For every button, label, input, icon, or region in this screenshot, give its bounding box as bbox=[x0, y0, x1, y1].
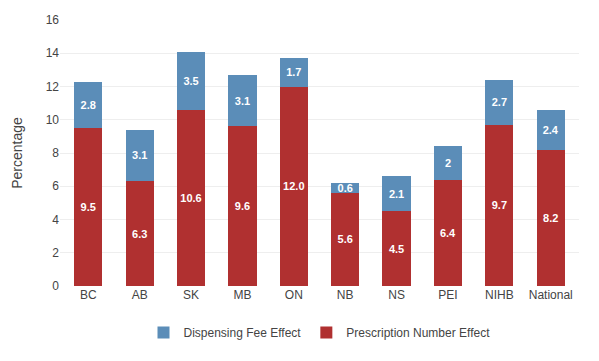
svg-text:9.7: 9.7 bbox=[492, 199, 507, 211]
svg-text:NS: NS bbox=[388, 288, 405, 302]
svg-text:1.7: 1.7 bbox=[286, 66, 301, 78]
svg-text:8: 8 bbox=[52, 146, 59, 160]
svg-text:6: 6 bbox=[52, 179, 59, 193]
svg-text:AB: AB bbox=[132, 288, 148, 302]
svg-text:16: 16 bbox=[46, 13, 60, 27]
svg-text:6.3: 6.3 bbox=[132, 228, 147, 240]
svg-text:National: National bbox=[529, 288, 573, 302]
svg-text:12.0: 12.0 bbox=[283, 180, 304, 192]
svg-text:5.6: 5.6 bbox=[338, 233, 353, 245]
svg-text:2: 2 bbox=[445, 157, 451, 169]
svg-text:PEI: PEI bbox=[438, 288, 457, 302]
svg-text:2.8: 2.8 bbox=[81, 99, 96, 111]
svg-text:MB: MB bbox=[233, 288, 251, 302]
svg-text:NB: NB bbox=[337, 288, 354, 302]
svg-text:4: 4 bbox=[52, 213, 59, 227]
svg-text:SK: SK bbox=[183, 288, 199, 302]
svg-text:12: 12 bbox=[46, 80, 60, 94]
svg-text:8.2: 8.2 bbox=[543, 212, 558, 224]
svg-text:2: 2 bbox=[52, 246, 59, 260]
svg-text:6.4: 6.4 bbox=[440, 227, 456, 239]
svg-text:2.4: 2.4 bbox=[543, 124, 559, 136]
svg-text:BC: BC bbox=[80, 288, 97, 302]
svg-text:ON: ON bbox=[285, 288, 303, 302]
svg-text:3.1: 3.1 bbox=[132, 149, 147, 161]
svg-text:14: 14 bbox=[46, 46, 60, 60]
svg-text:NIHB: NIHB bbox=[485, 288, 514, 302]
svg-text:9.5: 9.5 bbox=[81, 201, 96, 213]
svg-text:Prescription Number Effect: Prescription Number Effect bbox=[346, 326, 490, 340]
svg-text:3.5: 3.5 bbox=[183, 75, 198, 87]
svg-text:0: 0 bbox=[52, 279, 59, 293]
svg-text:2.7: 2.7 bbox=[492, 96, 507, 108]
svg-text:10: 10 bbox=[46, 113, 60, 127]
svg-text:2.1: 2.1 bbox=[389, 188, 404, 200]
svg-text:3.1: 3.1 bbox=[235, 95, 250, 107]
svg-text:4.5: 4.5 bbox=[389, 243, 404, 255]
svg-text:10.6: 10.6 bbox=[180, 192, 201, 204]
svg-text:Percentage: Percentage bbox=[9, 117, 25, 189]
svg-text:0.6: 0.6 bbox=[338, 182, 353, 194]
svg-text:Dispensing Fee Effect: Dispensing Fee Effect bbox=[184, 326, 302, 340]
svg-text:9.6: 9.6 bbox=[235, 200, 250, 212]
